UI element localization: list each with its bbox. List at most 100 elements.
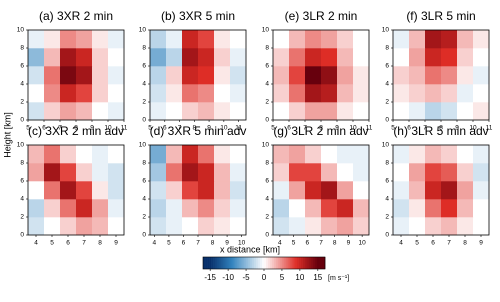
heatmap-cell	[457, 217, 474, 236]
heatmap-cell	[353, 181, 370, 200]
x-tick-label: 8	[192, 125, 196, 132]
colorbar-segment	[207, 257, 210, 269]
heatmap-cell	[337, 66, 354, 85]
heatmap-cell	[409, 66, 426, 85]
heatmap-cell	[337, 48, 354, 67]
y-tick-label: 4	[265, 81, 269, 88]
y-tick-label: 2	[20, 99, 24, 106]
heatmap-cell	[353, 199, 370, 218]
heatmap-cell	[92, 217, 109, 236]
panel-title: (b) 3XR 5 min	[161, 9, 235, 23]
heatmap-cell	[230, 217, 247, 236]
colorbar-segment	[284, 257, 287, 269]
colorbar-segment	[261, 257, 265, 269]
heatmap-cell	[289, 48, 306, 67]
heatmap-cell	[230, 30, 247, 49]
heatmap-cell	[166, 217, 183, 236]
colorbar-segment	[306, 257, 310, 269]
y-tick-label: 4	[142, 81, 146, 88]
heatmap-cell	[214, 199, 231, 218]
colorbar-segment	[243, 257, 246, 269]
heatmap-cell	[166, 84, 183, 103]
heatmap-cell	[337, 163, 354, 182]
heatmap-cell	[230, 145, 247, 164]
heatmap-cell	[353, 163, 370, 182]
heatmap-cell	[353, 48, 370, 67]
y-tick-label: 8	[265, 160, 269, 167]
heatmap-cell	[60, 199, 77, 218]
y-tick-label: 0	[385, 117, 389, 124]
heatmap-cell	[273, 48, 290, 67]
heatmap-cell	[393, 66, 410, 85]
x-tick-label: 7	[303, 125, 307, 132]
panel-frame	[392, 144, 490, 236]
heatmap-cell	[44, 181, 61, 200]
x-tick-label: 10	[104, 125, 112, 132]
colorbar-segment	[229, 257, 232, 269]
heatmap-cell	[425, 199, 442, 218]
x-tick-label: 6	[407, 125, 411, 132]
colorbar-segment	[253, 257, 257, 269]
heatmap-cell	[166, 163, 183, 182]
heatmap-cell	[198, 181, 215, 200]
heatmap-cell	[441, 66, 458, 85]
heatmap-cell	[230, 48, 247, 67]
x-tick-label: 8	[333, 240, 337, 247]
y-tick-label: 6	[20, 63, 24, 70]
colorbar-segment	[294, 257, 297, 269]
y-tick-label: 0	[142, 232, 146, 239]
x-tick-label: 7	[319, 240, 323, 247]
heatmap-cell	[166, 199, 183, 218]
heatmap-cell	[289, 163, 306, 182]
heatmap-cell	[353, 217, 370, 236]
colorbar-segment	[266, 257, 269, 269]
heatmap-cell	[353, 102, 370, 121]
x-tick-label: 6	[66, 240, 70, 247]
colorbar-segment	[257, 257, 261, 269]
heatmap-cell	[393, 217, 410, 236]
heatmap-cell	[321, 102, 338, 121]
x-tick-label: 7	[58, 125, 62, 132]
y-tick-label: 0	[142, 117, 146, 124]
x-tick-label: 9	[479, 240, 483, 247]
colorbar-tick-label: 0	[262, 273, 267, 282]
colorbar-segment	[205, 257, 208, 269]
y-tick-label: 8	[142, 160, 146, 167]
colorbar-segment	[274, 257, 277, 269]
heatmap-cell	[457, 30, 474, 49]
panel-title: (f) 3LR 5 min	[406, 9, 475, 23]
heatmap-cell	[150, 48, 167, 67]
colorbar-segment	[270, 257, 273, 269]
y-tick-label: 8	[142, 45, 146, 52]
colorbar-segment	[247, 257, 251, 269]
heatmap-cell	[92, 48, 109, 67]
heatmap-cell	[214, 48, 231, 67]
x-tick-label: 7	[423, 125, 427, 132]
heatmap-cell	[150, 199, 167, 218]
panel-title: (c) 3XR 2 min adv	[28, 124, 124, 138]
heatmap-cell	[305, 102, 322, 121]
x-tick-label: 9	[347, 240, 351, 247]
heatmap-cell	[409, 102, 426, 121]
x-tick-label: 6	[305, 240, 309, 247]
heatmap-cell	[441, 84, 458, 103]
x-tick-label: 5	[26, 125, 30, 132]
colorbar-segment	[251, 257, 255, 269]
heatmap-cell	[321, 181, 338, 200]
heatmap-cell	[321, 84, 338, 103]
panel-frame	[149, 29, 247, 121]
y-tick-label: 6	[265, 63, 269, 70]
heatmap-cell	[44, 84, 61, 103]
heatmap-cell	[393, 84, 410, 103]
heatmap-cell	[457, 181, 474, 200]
y-tick-label: 4	[20, 196, 24, 203]
colorbar-segment	[213, 257, 216, 269]
heatmap-cell	[273, 145, 290, 164]
heatmap-cell	[60, 84, 77, 103]
y-tick-label: 4	[142, 196, 146, 203]
heatmap-cell	[457, 48, 474, 67]
heatmap-cell	[44, 48, 61, 67]
heatmap-cell	[409, 217, 426, 236]
x-tick-label: 10	[349, 125, 357, 132]
